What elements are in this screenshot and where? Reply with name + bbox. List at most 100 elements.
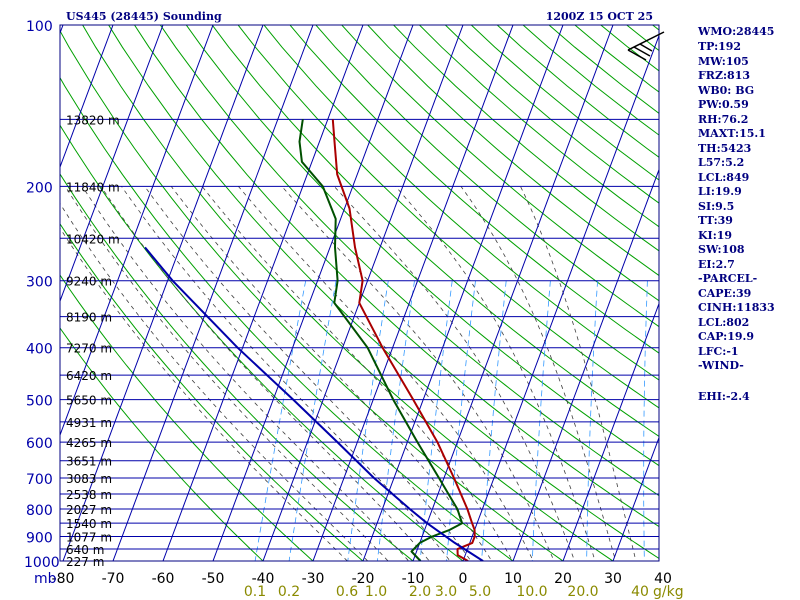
mixing-ratio-label: 20.0 (567, 584, 598, 600)
temperature-tick-label: -30 (302, 571, 325, 587)
dry-adiabat-line (60, 274, 314, 561)
dry-adiabat-line (574, 25, 659, 93)
pressure-tick-label: 200 (26, 180, 53, 196)
height-label: 640 m (66, 543, 104, 557)
height-label: 6420 m (66, 369, 112, 383)
moist-adiabat-line (333, 186, 576, 561)
height-label: 227 m (66, 555, 104, 569)
height-label: 1540 m (66, 517, 112, 531)
dry-adiabat-line (60, 222, 364, 561)
temperature-tick-label: 0 (459, 571, 468, 587)
index-ei: EI:2.7 (698, 258, 735, 271)
moist-adiabat-line (60, 202, 369, 561)
height-label: 11840 m (66, 180, 120, 194)
height-label: 10420 m (66, 232, 120, 246)
index-cinh: CINH:11833 (698, 301, 775, 314)
index-pw: PW:0.59 (698, 98, 749, 111)
mixing-ratio-line (376, 280, 415, 561)
index-sw: SW:108 (698, 243, 745, 256)
mixing-ratio-line (419, 280, 453, 561)
isotherm-line (612, 436, 659, 561)
index-si: SI:9.5 (698, 200, 734, 213)
height-label: 1077 m (66, 530, 112, 544)
pressure-tick-label: 900 (26, 530, 53, 546)
wind-header: -WIND- (698, 359, 744, 372)
index-wmo: WMO:28445 (697, 25, 774, 38)
moist-adiabat-line (144, 186, 472, 561)
chart-title: US445 (28445) Sounding (66, 10, 222, 23)
mixing-ratio-label: 5.0 (469, 584, 491, 600)
index-maxt: MAXT:15.1 (698, 127, 766, 140)
pressure-tick-label: 300 (26, 275, 53, 291)
moist-adiabat-line (460, 186, 617, 561)
pressure-tick-label: 800 (26, 503, 53, 519)
isotherm-line (62, 25, 264, 561)
dry-adiabat-line (548, 25, 659, 114)
height-label: 8190 m (66, 311, 112, 325)
index-cap: CAP:19.9 (698, 330, 754, 343)
index-lfc: LFC:-1 (698, 345, 739, 358)
moist-adiabat-line (520, 186, 637, 561)
wind-barb-icon (627, 31, 665, 61)
index-th: TH:5423 (698, 142, 751, 155)
isotherm-line (462, 34, 659, 561)
temperature-tick-label: 20 (554, 571, 572, 587)
series-dewpoint-line (298, 119, 464, 561)
isotherm-line (212, 25, 414, 561)
height-label: 5650 m (66, 394, 112, 408)
chart-time: 1200Z 15 OCT 25 (546, 10, 653, 23)
index-wb0: WB0: BG (697, 84, 754, 97)
height-label: 4265 m (66, 436, 112, 450)
series-parcel-line (144, 246, 484, 561)
mixing-ratio-line (446, 280, 476, 561)
dry-adiabat-line (60, 29, 564, 561)
series-temperature-line (331, 119, 476, 561)
index-li: LI:19.9 (698, 185, 742, 198)
temperature-tick-label: 30 (604, 571, 622, 587)
plot-frame (59, 24, 660, 562)
mixing-ratio-label: 10.0 (516, 584, 547, 600)
isotherm-line (112, 25, 314, 561)
moist-adiabat-line (201, 186, 513, 561)
mixing-ratio-label: 2.0 (409, 584, 431, 600)
moist-adiabat-line (60, 227, 348, 561)
height-label: 13820 m (66, 113, 120, 127)
index-lcl: LCL:849 (698, 171, 749, 184)
mixing-ratio-line (254, 280, 307, 561)
index-rh: RH:76.2 (698, 113, 748, 126)
pressure-tick-label: 400 (26, 342, 53, 358)
index-mw: MW:105 (698, 55, 749, 68)
moist-adiabat-line (170, 186, 493, 561)
index-ehi: EHI:-2.4 (698, 390, 750, 403)
index-l57: L57:5.2 (698, 156, 744, 169)
mixing-ratio-line (643, 280, 648, 561)
parcel-header: -PARCEL- (698, 272, 757, 285)
mixing-ratio-label: 1.0 (365, 584, 387, 600)
height-label: 3651 m (66, 455, 112, 469)
mixing-ratio-label: 3.0 (435, 584, 457, 600)
dry-adiabat-line (600, 25, 659, 72)
moist-adiabat-line (281, 186, 555, 561)
height-label: 7270 m (66, 342, 112, 356)
background-grid (0, 25, 659, 561)
sounding-curves (144, 119, 484, 561)
isotherm-line (0, 25, 13, 561)
isotherm-line (60, 25, 214, 437)
isotherm-line (562, 302, 659, 561)
isotherm-line (312, 25, 514, 561)
index-parcel-lcl: LCL:802 (698, 316, 749, 329)
mixing-ratio-label: 0.2 (278, 584, 300, 600)
pressure-tick-label: 1000 (24, 555, 60, 571)
temperature-tick-label: 40 (654, 571, 672, 587)
height-label: 2027 m (66, 503, 112, 517)
moist-adiabat-line (395, 186, 596, 561)
mixing-ratio-label: 0.1 (244, 584, 266, 600)
height-label: 2538 m (66, 488, 112, 502)
mixing-ratio-label: 0.6 (336, 584, 358, 600)
moist-adiabat-line (121, 186, 451, 561)
index-ki: KI:19 (698, 229, 732, 242)
isotherm-line (412, 25, 614, 561)
mixing-ratio-line (531, 280, 551, 561)
moist-adiabat-line (238, 186, 534, 561)
